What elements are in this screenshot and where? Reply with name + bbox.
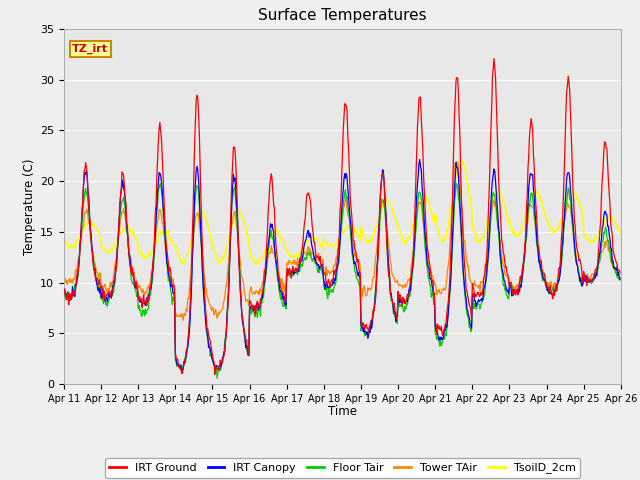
Text: TZ_irt: TZ_irt bbox=[72, 44, 108, 54]
Y-axis label: Temperature (C): Temperature (C) bbox=[23, 158, 36, 255]
Legend: IRT Ground, IRT Canopy, Floor Tair, Tower TAir, TsoilD_2cm: IRT Ground, IRT Canopy, Floor Tair, Towe… bbox=[105, 458, 580, 478]
X-axis label: Time: Time bbox=[328, 405, 357, 418]
Title: Surface Temperatures: Surface Temperatures bbox=[258, 9, 427, 24]
